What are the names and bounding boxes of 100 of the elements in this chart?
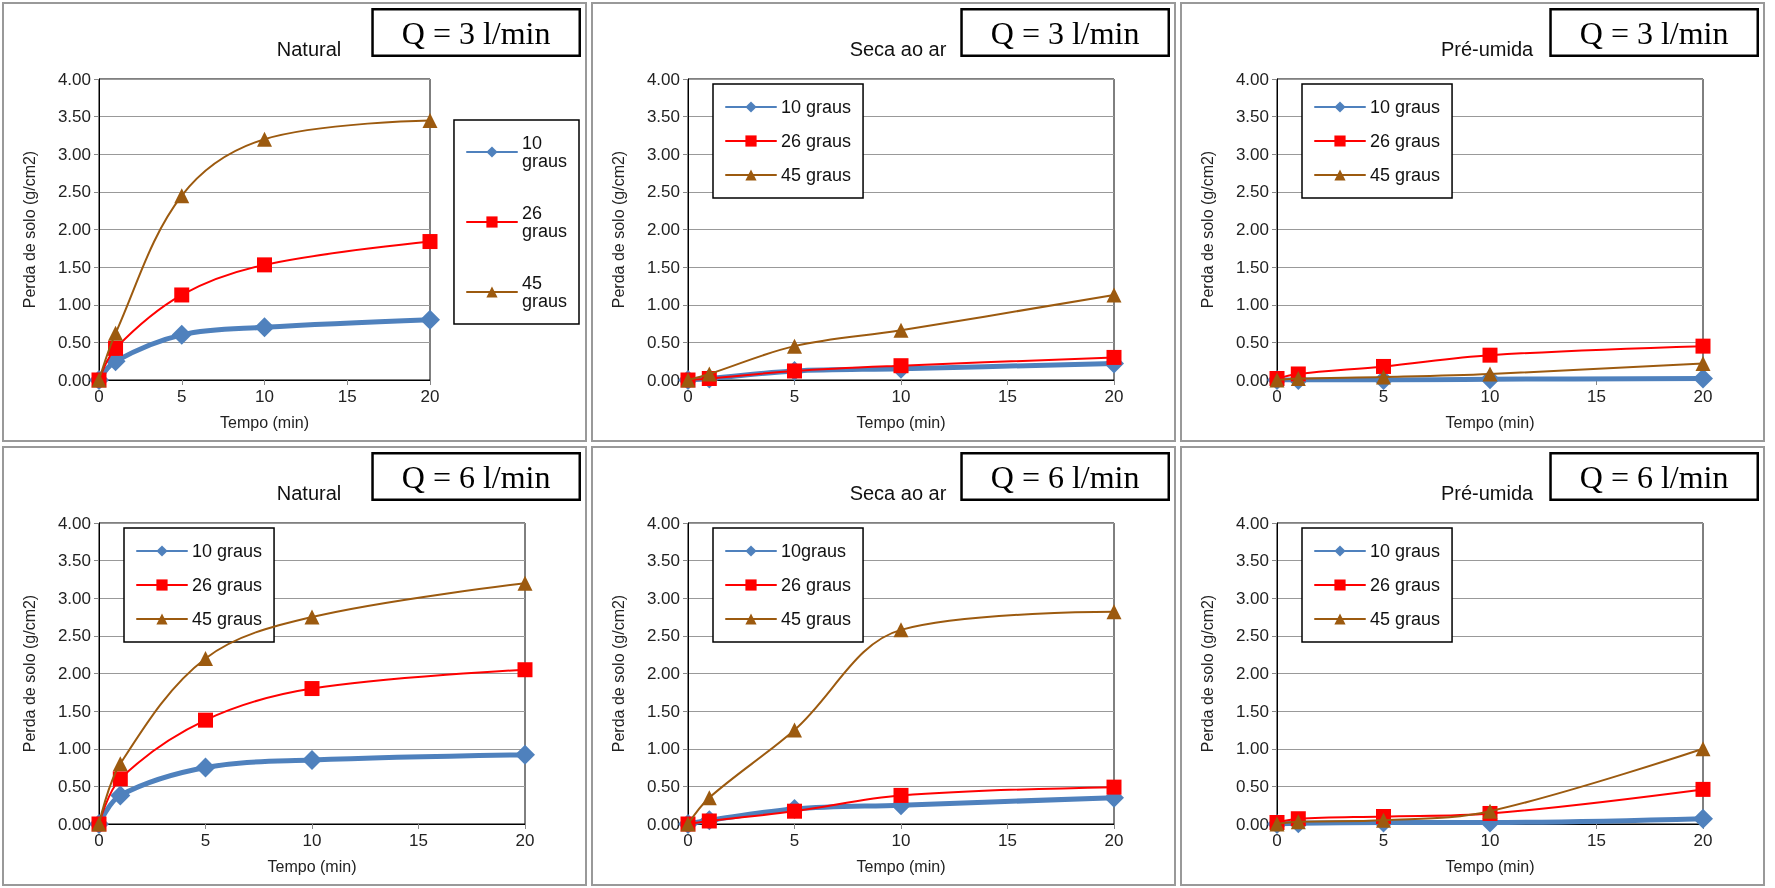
legend-label: 26 graus (521, 203, 567, 241)
legend-label: 10graus (781, 541, 847, 561)
y-tick-label: 0.50 (57, 332, 91, 352)
point (1482, 347, 1498, 363)
y-tick-label: 1.50 (646, 701, 680, 721)
point (893, 358, 909, 374)
point (515, 744, 535, 765)
point (787, 338, 802, 354)
point (701, 366, 717, 382)
y-tick-label: 1.50 (57, 701, 91, 721)
x-tick-label: 20 (1693, 387, 1713, 406)
point (304, 681, 320, 697)
legend-label: 45 graus (192, 609, 263, 629)
point (1693, 368, 1713, 389)
y-tick-label: 1.50 (57, 257, 91, 277)
y-tick-label: 2.00 (57, 220, 91, 239)
y-tick-label: 3.00 (57, 144, 91, 164)
y-tick-label: 2.50 (646, 626, 680, 646)
point (257, 131, 272, 147)
x-tick-label: 10 (891, 831, 911, 850)
y-tick-label: 1.50 (1235, 701, 1269, 721)
y-tick-label: 4.00 (646, 69, 680, 89)
y-tick-label: 3.00 (1235, 588, 1269, 608)
legend-label: 26 graus (1370, 131, 1441, 151)
x-tick-label: 0 (94, 831, 104, 850)
point (112, 756, 128, 772)
x-axis-title: Tempo (min) (1445, 413, 1535, 431)
y-tick-label: 0.00 (646, 814, 680, 834)
chart-title: Natural (276, 38, 342, 60)
y-tick-label: 0.00 (57, 814, 91, 834)
point (1695, 355, 1711, 371)
y-tick-label: 3.50 (57, 551, 91, 571)
point (174, 287, 190, 303)
legend-label: 26 graus (1370, 575, 1441, 595)
x-axis-title: Tempo (min) (220, 413, 309, 431)
y-tick-label: 3.00 (646, 588, 680, 608)
y-tick-label: 2.50 (57, 626, 91, 646)
chart-title: Seca ao ar (849, 482, 947, 504)
point (108, 325, 124, 341)
text: Q = 6 l/min (401, 458, 551, 495)
y-tick-label: 1.50 (646, 257, 680, 277)
y-tick-label: 3.50 (57, 107, 91, 127)
x-tick-label: 20 (1693, 831, 1713, 850)
y-tick-label: 1.00 (1235, 295, 1269, 315)
y-tick-label: 3.00 (646, 144, 680, 164)
point (1693, 808, 1713, 829)
y-tick-label: 0.50 (57, 776, 91, 796)
x-axis-title: Tempo (min) (1445, 857, 1535, 875)
x-tick-label: 0 (683, 831, 693, 850)
text: Q = 3 l/min (990, 14, 1140, 51)
y-tick-label: 2.00 (57, 664, 91, 683)
text: Q = 6 l/min (990, 458, 1140, 495)
legend-label: 10 graus (192, 541, 263, 561)
point (1106, 779, 1122, 795)
y-tick-label: 2.00 (1235, 664, 1269, 683)
y-tick-label: 0.50 (1235, 776, 1269, 796)
legend-label: 26 graus (192, 575, 263, 595)
legend-label: 45 graus (1370, 609, 1441, 629)
x-tick-label: 15 (998, 831, 1017, 850)
x-axis-title: Tempo (min) (267, 857, 357, 875)
y-tick-label: 2.00 (1235, 220, 1269, 239)
chart-title: Pré-umida (1440, 38, 1534, 60)
point (517, 575, 533, 591)
legend-label: 45 graus (521, 273, 567, 311)
point (112, 771, 128, 787)
y-tick-label: 0.00 (646, 370, 680, 390)
legend-label: 45 graus (1370, 165, 1441, 185)
y-tick-label: 2.50 (57, 182, 91, 202)
y-tick-label: 0.50 (646, 776, 680, 796)
point (517, 662, 533, 678)
x-tick-label: 10 (255, 387, 274, 406)
legend-label: 45 graus (781, 165, 852, 185)
y-tick-label: 1.00 (646, 295, 680, 315)
y-tick-label: 4.00 (1235, 513, 1269, 533)
y-axis-title: Perda de solo (g/cm2) (609, 594, 627, 753)
y-tick-label: 1.00 (646, 739, 680, 759)
point (171, 324, 192, 345)
legend-label: 10 graus (781, 97, 852, 117)
text: Q = 3 l/min (401, 14, 551, 51)
point (893, 322, 909, 338)
point (195, 757, 216, 778)
point (110, 785, 131, 806)
y-tick-label: 0.50 (646, 332, 680, 352)
point (257, 257, 272, 273)
text: Q = 3 l/min (1579, 14, 1729, 51)
point (1695, 781, 1711, 797)
point (422, 112, 438, 128)
point (893, 622, 909, 638)
point (1376, 358, 1391, 374)
point (1106, 349, 1122, 365)
x-tick-label: 0 (1272, 831, 1282, 850)
point (422, 234, 438, 250)
legend-label: 10 graus (1370, 541, 1441, 561)
y-tick-label: 3.00 (57, 588, 91, 608)
x-tick-label: 0 (1272, 387, 1282, 406)
x-tick-label: 5 (1378, 387, 1389, 406)
y-tick-label: 0.50 (1235, 332, 1269, 352)
point (787, 722, 802, 738)
y-tick-label: 2.50 (1235, 182, 1269, 202)
point (198, 650, 213, 666)
